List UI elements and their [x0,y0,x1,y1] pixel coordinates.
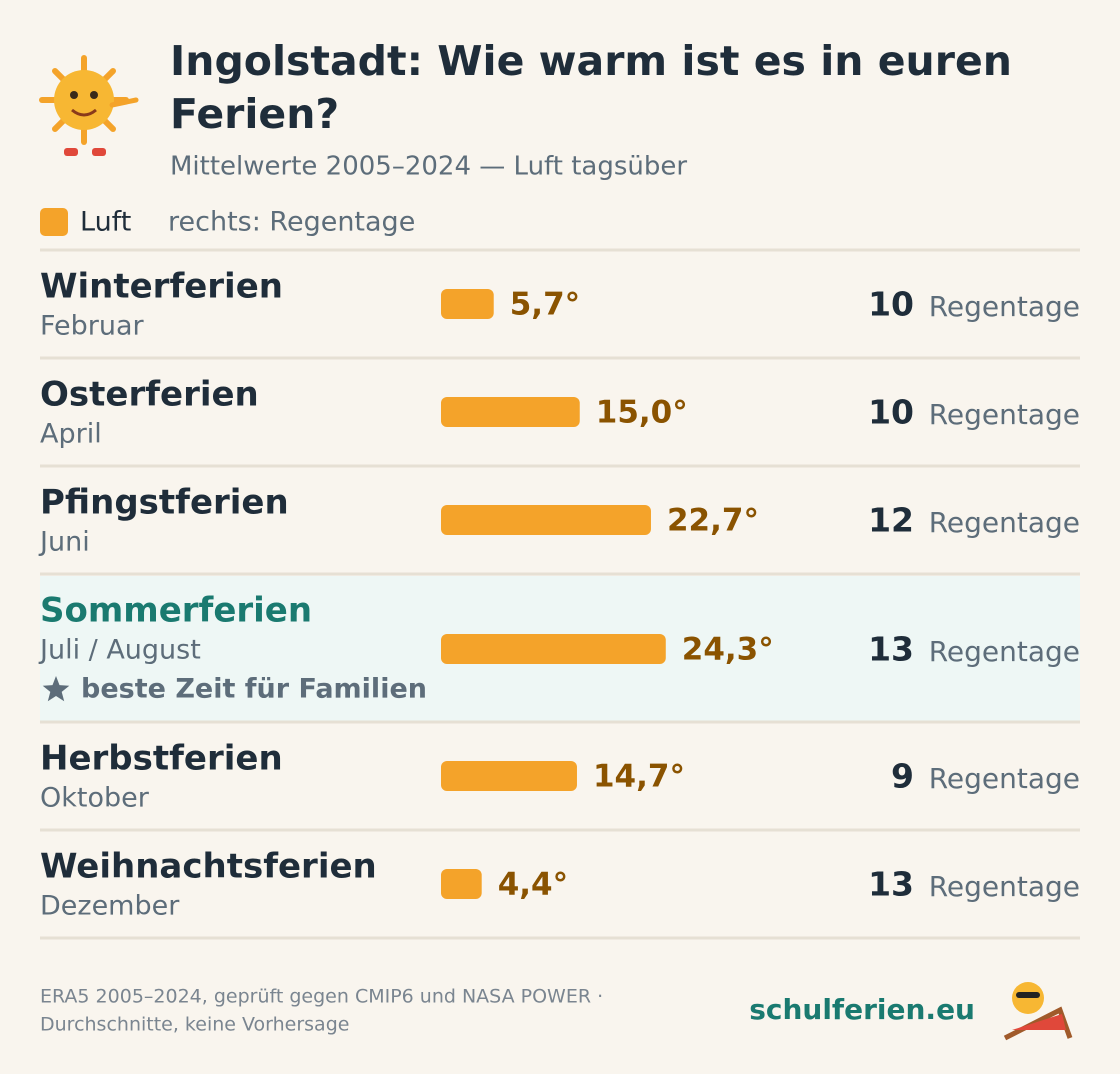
rain-unit: Regentage [929,635,1080,668]
legend-swatch [40,208,68,236]
rain-days: 13 [868,630,914,669]
category-label: Winterferien [40,267,283,307]
title-line: Ingolstadt: Wie warm ist es in euren [170,37,1012,85]
rain-days: 13 [868,865,914,904]
value-label: 22,7° [667,503,759,539]
value-label: 24,3° [682,632,774,668]
bar [441,505,651,535]
value-label: 14,7° [593,759,685,795]
category-sublabel: April [40,419,102,450]
legend-label: Luft [80,207,131,238]
value-label: 5,7° [510,287,580,323]
bar [441,397,580,427]
rain-days: 12 [868,501,914,540]
star-icon [42,676,70,702]
category-sublabel: Februar [40,311,145,342]
subtitle: Mittelwerte 2005–2024 — Luft tagsüber [170,152,687,182]
highlight-note: beste Zeit für Familien [81,674,427,705]
category-sublabel: Juni [38,527,90,558]
category-sublabel: Juli / August [38,635,201,666]
category-label: Weihnachtsferien [40,847,377,887]
rain-days: 10 [868,285,914,324]
rain-unit: Regentage [929,762,1080,795]
category-label: Pfingstferien [40,483,289,523]
bar [441,634,666,664]
rain-unit: Regentage [929,870,1080,903]
sun-mascot [39,55,139,156]
category-label: Sommerferien [40,591,312,631]
category-label: Osterferien [40,375,259,415]
category-sublabel: Oktober [40,783,150,814]
category-label: Herbstferien [40,739,283,779]
bar [441,761,577,791]
value-label: 15,0° [596,395,688,431]
rain-days: 9 [891,757,914,796]
value-label: 4,4° [498,867,568,903]
rain-unit: Regentage [929,398,1080,431]
bar [441,869,482,899]
title-line: Ferien? [170,90,339,138]
category-sublabel: Dezember [40,891,180,922]
rain-unit: Regentage [929,506,1080,539]
source-line: Durchschnitte, keine Vorhersage [40,1014,349,1036]
legend-note: rechts: Regentage [168,207,415,238]
brand: schulferien.eu [749,993,975,1026]
bar [441,289,494,319]
rain-unit: Regentage [929,290,1080,323]
rain-days: 10 [868,393,914,432]
source-line: ERA5 2005–2024, geprüft gegen CMIP6 und … [40,986,603,1008]
sun-deckchair [1003,982,1073,1041]
